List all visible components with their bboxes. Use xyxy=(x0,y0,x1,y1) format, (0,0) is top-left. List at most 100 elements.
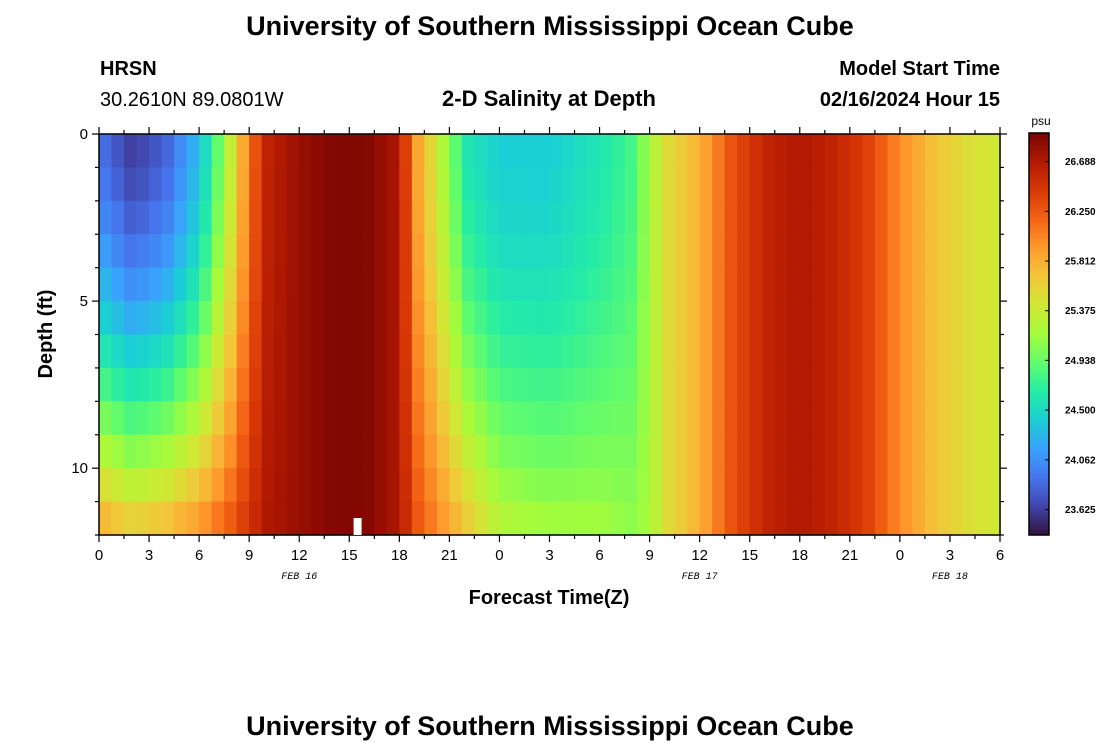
heatmap-cell xyxy=(436,367,450,402)
heatmap-cell xyxy=(787,167,801,202)
heatmap-cell xyxy=(299,468,313,503)
heatmap-cell xyxy=(837,434,851,469)
heatmap-cell xyxy=(149,301,163,336)
colorbar xyxy=(1028,132,1050,536)
heatmap-cell xyxy=(737,501,751,536)
heatmap-cell xyxy=(687,267,701,302)
heatmap-cell xyxy=(937,267,951,302)
x-tick-label: 21 xyxy=(841,547,858,564)
heatmap-cell xyxy=(549,234,563,269)
heatmap-cell xyxy=(186,468,200,503)
heatmap-cell xyxy=(637,234,651,269)
heatmap-cell xyxy=(749,134,763,169)
heatmap-cell xyxy=(524,267,538,302)
heatmap-cell xyxy=(374,234,388,269)
heatmap-cell xyxy=(949,134,964,169)
x-axis-label: Forecast Time(Z) xyxy=(469,587,630,609)
heatmap-cell xyxy=(887,134,901,169)
heatmap-cell xyxy=(724,468,738,503)
heatmap-cell xyxy=(899,301,913,336)
heatmap-cell xyxy=(299,401,313,436)
heatmap-cell xyxy=(937,234,951,269)
heatmap-cell xyxy=(236,200,250,235)
heatmap-cell xyxy=(224,501,238,536)
heatmap-cell xyxy=(874,301,888,336)
heatmap-cell xyxy=(249,434,263,469)
heatmap-cell xyxy=(749,301,763,336)
heatmap-cell xyxy=(311,167,325,202)
heatmap-cell xyxy=(987,267,1001,302)
heatmap-cell xyxy=(386,200,400,235)
heatmap-cell xyxy=(587,468,601,503)
heatmap-cell xyxy=(887,367,901,402)
heatmap-cell xyxy=(837,401,851,436)
heatmap-cell xyxy=(361,468,375,503)
heatmap-cell xyxy=(824,434,838,469)
heatmap-cell xyxy=(749,501,763,536)
heatmap-cell xyxy=(662,267,676,302)
heatmap-cell xyxy=(361,367,375,402)
heatmap-cell xyxy=(286,167,300,202)
heatmap-cell xyxy=(812,134,826,169)
date-label: FEB 17 xyxy=(682,572,718,583)
heatmap-cell xyxy=(587,434,601,469)
heatmap-cell xyxy=(461,134,476,169)
heatmap-cell xyxy=(937,434,951,469)
heatmap-cell xyxy=(599,334,613,369)
heatmap-cell xyxy=(299,301,313,336)
x-tick-label: 15 xyxy=(341,547,358,564)
heatmap-cell xyxy=(649,301,663,336)
heatmap-cell xyxy=(687,468,701,503)
heatmap-cell xyxy=(712,334,726,369)
heatmap-cell xyxy=(674,267,688,302)
heatmap-cell xyxy=(211,334,225,369)
heatmap-cell xyxy=(624,434,638,469)
heatmap-cell xyxy=(574,134,588,169)
heatmap-cell xyxy=(149,401,163,436)
heatmap-cell xyxy=(211,267,225,302)
heatmap-cell xyxy=(261,267,275,302)
heatmap-cell xyxy=(924,367,939,402)
heatmap-cell xyxy=(336,334,350,369)
heatmap-cell xyxy=(474,134,488,169)
heatmap-cell xyxy=(336,167,350,202)
heatmap-cell xyxy=(174,134,188,169)
heatmap-cell xyxy=(411,468,425,503)
heatmap-cell xyxy=(499,334,513,369)
heatmap-cell xyxy=(787,468,801,503)
heatmap-cell xyxy=(862,367,876,402)
heatmap-cell xyxy=(436,301,450,336)
heatmap-cell xyxy=(511,167,526,202)
heatmap-cell xyxy=(324,134,338,169)
heatmap-cell xyxy=(787,334,801,369)
heatmap-cell xyxy=(286,367,300,402)
heatmap-cell xyxy=(887,334,901,369)
heatmap-cell xyxy=(662,167,676,202)
heatmap-cell xyxy=(136,267,150,302)
heatmap-cell xyxy=(724,334,738,369)
heatmap-cell xyxy=(699,434,713,469)
heatmap-cell xyxy=(549,501,563,536)
colorbar-tick-label: 24.938 xyxy=(1065,356,1096,367)
heatmap-cell xyxy=(587,501,601,536)
model-start-value: 02/16/2024 Hour 15 xyxy=(820,89,1000,111)
heatmap-cell xyxy=(987,401,1001,436)
heatmap-cell xyxy=(549,401,563,436)
heatmap-cell xyxy=(361,167,375,202)
heatmap-cell xyxy=(449,401,463,436)
heatmap-cell xyxy=(286,267,300,302)
heatmap-cell xyxy=(299,134,313,169)
heatmap-cell xyxy=(849,501,863,536)
heatmap-cell xyxy=(937,134,951,169)
heatmap-cell xyxy=(799,367,813,402)
heatmap-cell xyxy=(349,234,363,269)
heatmap-cell xyxy=(386,267,400,302)
colorbar-tick-label: 24.062 xyxy=(1065,455,1096,466)
heatmap-cell xyxy=(699,134,713,169)
heatmap-cell xyxy=(712,234,726,269)
heatmap-cell xyxy=(799,468,813,503)
heatmap-cell xyxy=(874,334,888,369)
heatmap-cell xyxy=(712,267,726,302)
heatmap-cell xyxy=(962,267,976,302)
heatmap-cell xyxy=(474,334,488,369)
